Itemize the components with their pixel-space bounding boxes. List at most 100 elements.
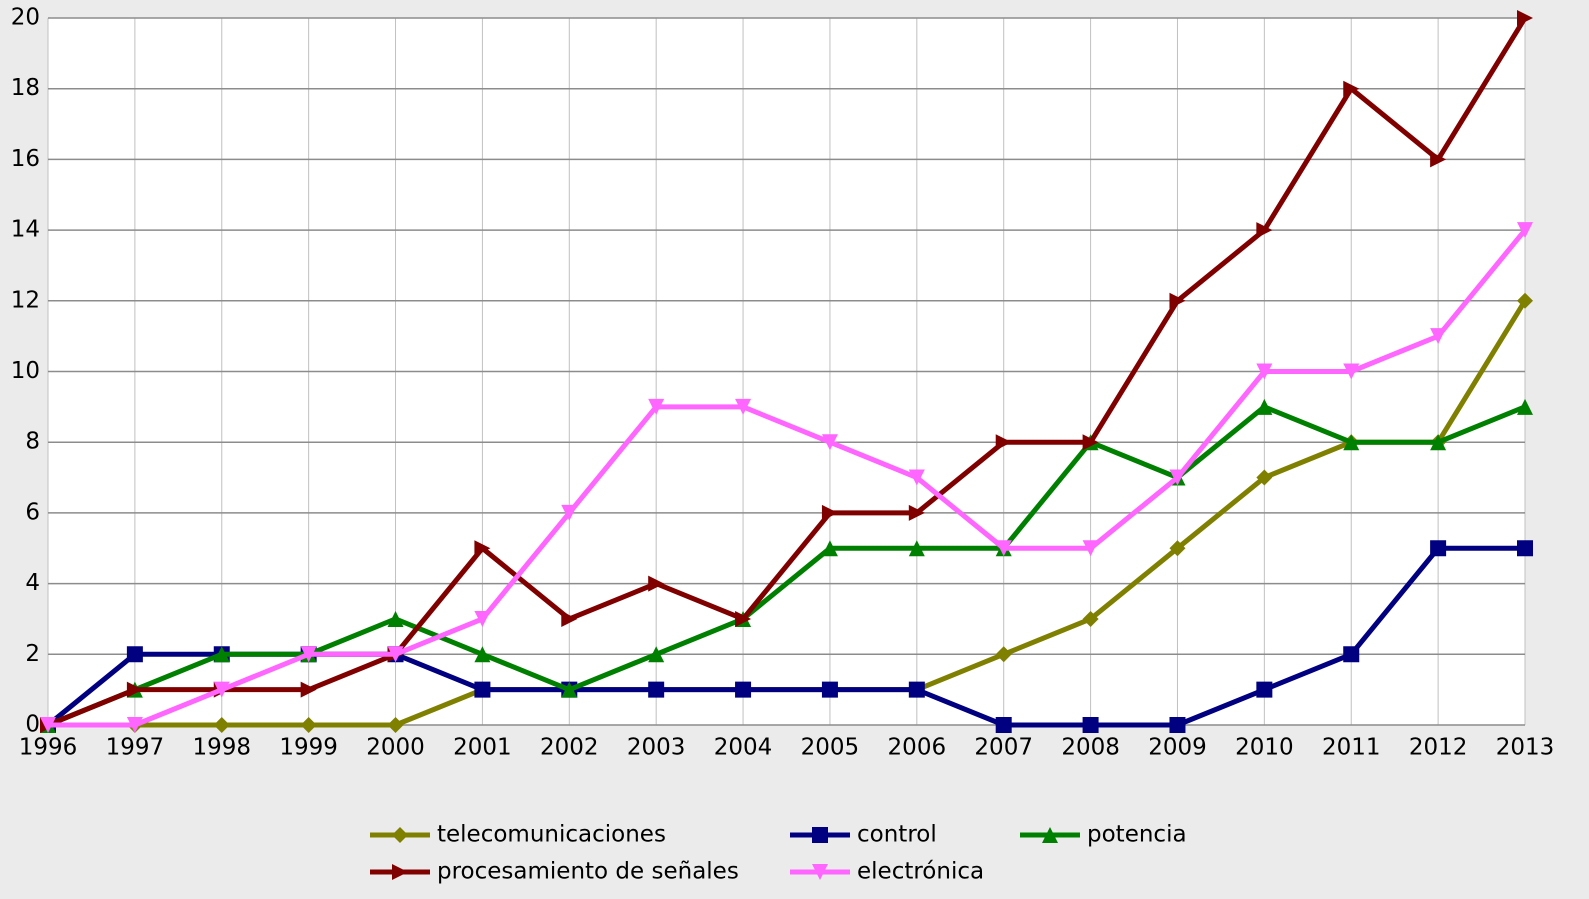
x-tick-label: 2006 (888, 735, 947, 761)
data-point (1430, 540, 1447, 557)
data-point (1082, 717, 1099, 733)
legend-label: potencia (1087, 822, 1187, 848)
y-tick-label: 10 (11, 358, 40, 384)
y-tick-label: 12 (11, 287, 40, 313)
data-point (300, 717, 317, 733)
data-point (561, 610, 578, 627)
data-point (1517, 398, 1533, 415)
data-point (213, 717, 230, 733)
data-point (1430, 328, 1447, 345)
data-point (474, 610, 491, 627)
y-tick-label: 6 (25, 499, 40, 525)
legend-item: electrónica (790, 859, 984, 885)
data-point (821, 504, 838, 521)
data-point (821, 681, 838, 698)
x-tick-label: 2000 (366, 735, 425, 761)
y-tick-label: 20 (11, 5, 40, 31)
data-point (1343, 80, 1360, 97)
data-point (126, 681, 143, 698)
data-point (821, 434, 838, 451)
data-point (995, 717, 1012, 733)
data-point (300, 646, 317, 663)
data-point (387, 610, 404, 627)
x-tick-label: 2011 (1322, 735, 1381, 761)
data-point (1256, 469, 1273, 486)
data-point (474, 646, 491, 663)
legend-label: control (857, 822, 937, 848)
data-point (648, 646, 665, 663)
data-point (995, 434, 1012, 451)
data-point (995, 646, 1012, 663)
data-point (995, 540, 1012, 557)
y-tick-label: 18 (11, 75, 40, 101)
data-point (387, 717, 404, 733)
data-point (1517, 292, 1533, 309)
data-point (908, 681, 925, 698)
x-tick-label: 1999 (279, 735, 338, 761)
x-tick-label: 2002 (540, 735, 599, 761)
data-point (1517, 10, 1533, 26)
data-point (1517, 222, 1533, 239)
series-line (47, 16, 1528, 728)
data-point (561, 681, 578, 698)
legend-label: telecomunicaciones (437, 822, 666, 848)
data-point (821, 540, 838, 557)
legend-item: telecomunicaciones (370, 822, 666, 848)
x-tick-label: 1997 (106, 735, 165, 761)
x-tick-label: 2007 (974, 735, 1033, 761)
data-point (1169, 292, 1186, 309)
data-point (1517, 540, 1533, 557)
data-point (908, 469, 925, 486)
x-tick-label: 2001 (453, 735, 512, 761)
x-tick-label: 1996 (19, 735, 78, 761)
x-tick-label: 2004 (714, 735, 773, 761)
legend-item: control (790, 822, 937, 848)
data-point (474, 681, 491, 698)
x-tick-label: 2010 (1235, 735, 1294, 761)
data-point (735, 610, 752, 627)
data-point (1169, 469, 1186, 486)
legend-marker (812, 827, 828, 843)
data-point (126, 646, 143, 663)
data-point (648, 398, 665, 415)
x-tick-label: 2008 (1061, 735, 1120, 761)
x-tick-label: 2012 (1409, 735, 1468, 761)
data-point (300, 681, 317, 698)
data-point (1430, 434, 1447, 451)
data-point (126, 717, 143, 733)
x-tick-label: 1998 (192, 735, 251, 761)
data-point (213, 681, 230, 698)
legend-item: potencia (1020, 822, 1187, 848)
x-tick-label: 2003 (627, 735, 686, 761)
data-point (1343, 646, 1360, 663)
legend-label: procesamiento de señales (437, 859, 739, 885)
x-tick-label: 2013 (1496, 735, 1555, 761)
series-line (47, 404, 1526, 728)
legend-marker (392, 827, 408, 843)
y-tick-label: 4 (25, 570, 40, 596)
data-point (387, 646, 404, 663)
data-point (1082, 610, 1099, 627)
y-tick-label: 8 (25, 429, 40, 455)
x-tick-label: 2009 (1148, 735, 1207, 761)
data-point (561, 504, 578, 521)
data-point (1256, 222, 1273, 239)
y-tick-label: 2 (25, 641, 40, 667)
data-point (908, 504, 925, 521)
legend-marker (392, 864, 408, 880)
data-point (1343, 363, 1360, 380)
y-tick-label: 0 (25, 712, 40, 738)
data-point (1256, 681, 1273, 698)
legend-label: electrónica (857, 859, 984, 885)
data-point (908, 540, 925, 557)
data-point (1082, 540, 1099, 557)
data-point (1256, 398, 1273, 415)
legend-marker (1042, 827, 1058, 843)
data-point (1430, 151, 1447, 168)
data-point (1169, 540, 1186, 557)
legend-item: procesamiento de señales (370, 859, 739, 885)
legend-marker (812, 864, 828, 880)
data-point (648, 681, 665, 698)
series-line (48, 228, 1527, 728)
data-point (474, 540, 491, 557)
